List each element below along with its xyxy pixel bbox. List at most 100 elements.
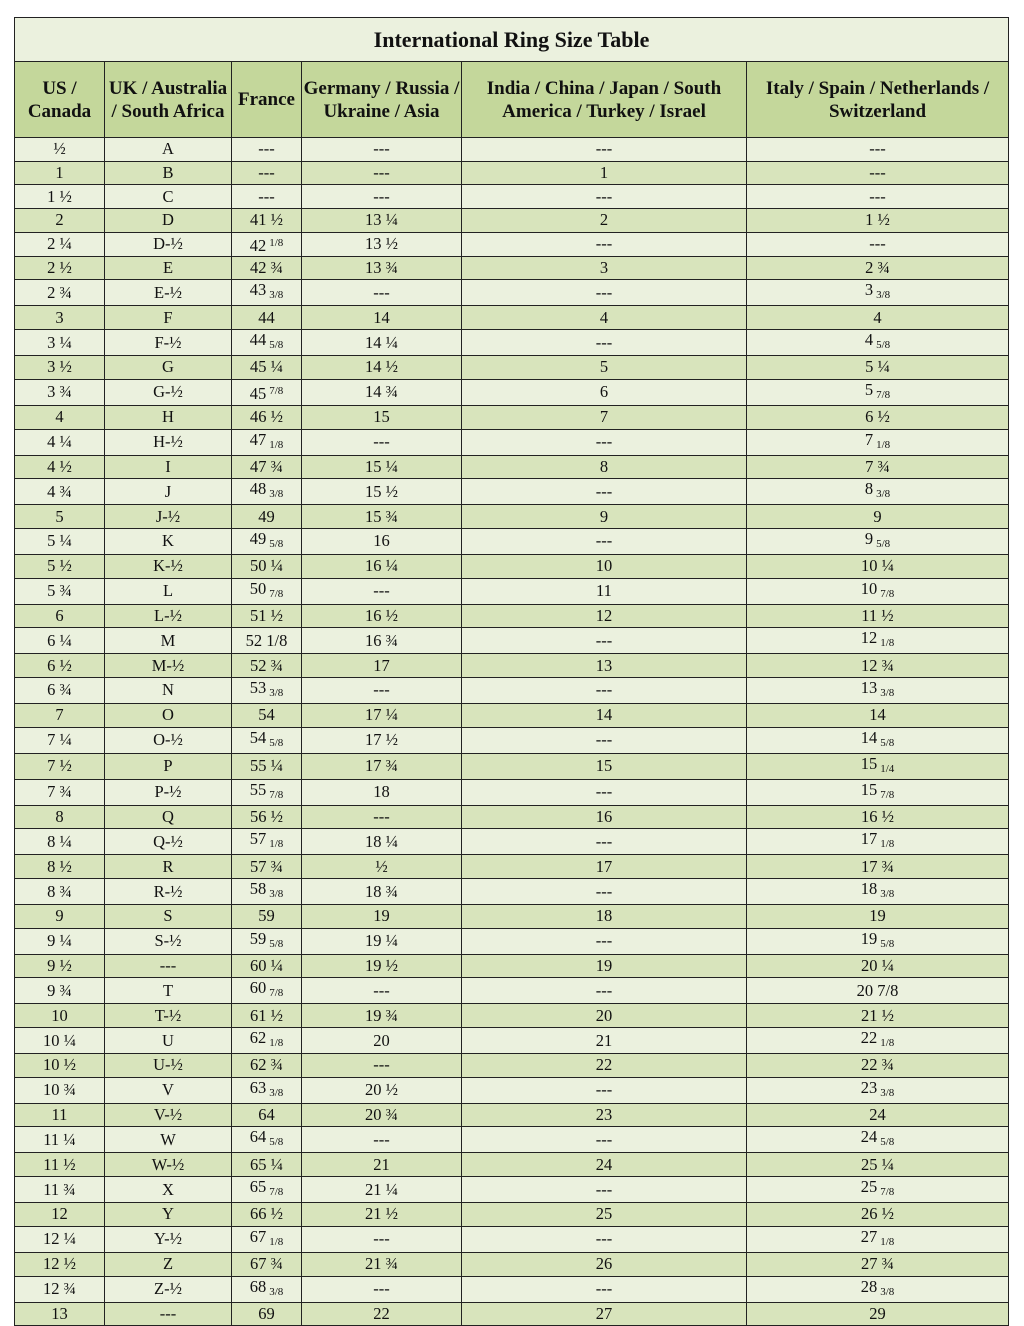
cell-uk-australia-south-africa: L xyxy=(104,577,232,605)
cell-france: 56 ½ xyxy=(231,804,302,830)
cell-germany-russia-ukraine-asia: --- xyxy=(301,977,462,1005)
cell-india-china-japan-south-america-turkey-israel: --- xyxy=(461,137,747,162)
cell-uk-australia-south-africa: F-½ xyxy=(104,329,232,357)
table-row: 9 ¾ T 60 7/8 --- --- 20 7/8 xyxy=(14,977,1009,1005)
cell-india-china-japan-south-america-turkey-israel: --- xyxy=(461,927,747,955)
cell-us-canada: 6 ¾ xyxy=(14,676,105,704)
size-whole: 19 xyxy=(860,928,878,948)
cell-us-canada: 6 ¼ xyxy=(14,627,105,655)
size-whole: 15 xyxy=(860,753,878,773)
cell-us-canada: 1 ½ xyxy=(14,184,105,210)
cell-italy-spain-netherlands-switzerland: 8 3/8 xyxy=(746,478,1009,506)
cell-france: 67 1/8 xyxy=(231,1225,302,1253)
cell-uk-australia-south-africa: M-½ xyxy=(104,653,232,678)
cell-us-canada: 9 ¼ xyxy=(14,927,105,955)
cell-italy-spain-netherlands-switzerland: 20 ¼ xyxy=(746,953,1009,979)
table-row: 12 Y 66 ½ 21 ½ 25 26 ½ xyxy=(14,1202,1009,1227)
cell-uk-australia-south-africa: U-½ xyxy=(104,1053,232,1078)
cell-italy-spain-netherlands-switzerland: 4 xyxy=(746,305,1009,331)
table-row: 8 Q 56 ½ --- 16 16 ½ xyxy=(14,804,1009,830)
table-row: 10 T-½ 61 ½ 19 ¾ 20 21 ½ xyxy=(14,1003,1009,1029)
size-fraction: 1/8 xyxy=(880,838,895,851)
cell-france: 55 7/8 xyxy=(231,778,302,806)
cell-india-china-japan-south-america-turkey-israel: --- xyxy=(461,676,747,704)
cell-india-china-japan-south-america-turkey-israel: 12 xyxy=(461,603,747,629)
cell-france: --- xyxy=(231,184,302,210)
cell-france: 47 ¾ xyxy=(231,454,302,480)
size-fraction: 1/8 xyxy=(876,438,891,451)
size-fraction: 5/8 xyxy=(880,937,895,950)
cell-uk-australia-south-africa: P xyxy=(104,752,232,780)
cell-france: 50 ¼ xyxy=(231,553,302,579)
table-row: 3 F 44 14 4 4 xyxy=(14,305,1009,331)
cell-italy-spain-netherlands-switzerland: --- xyxy=(746,184,1009,210)
cell-france: 42 1/8 xyxy=(231,231,302,257)
cell-france: 51 ½ xyxy=(231,603,302,629)
size-whole: 14 xyxy=(860,727,878,747)
table-row: 5 ½ K-½ 50 ¼ 16 ¼ 10 10 ¼ xyxy=(14,553,1009,579)
size-fraction: 1/8 xyxy=(269,236,284,249)
cell-germany-russia-ukraine-asia: 21 xyxy=(301,1152,462,1178)
cell-india-china-japan-south-america-turkey-israel: 16 xyxy=(461,804,747,830)
cell-uk-australia-south-africa: E-½ xyxy=(104,279,232,307)
cell-uk-australia-south-africa: Z xyxy=(104,1251,232,1277)
cell-us-canada: 3 xyxy=(14,305,105,331)
cell-us-canada: 3 ¾ xyxy=(14,378,105,406)
cell-us-canada: 8 xyxy=(14,804,105,830)
cell-india-china-japan-south-america-turkey-israel: --- xyxy=(461,184,747,210)
cell-uk-australia-south-africa: F xyxy=(104,305,232,331)
cell-india-china-japan-south-america-turkey-israel: 27 xyxy=(461,1301,747,1326)
size-whole: 58 xyxy=(249,879,267,899)
cell-india-china-japan-south-america-turkey-israel: --- xyxy=(461,1176,747,1204)
table-row: 13 --- 69 22 27 29 xyxy=(14,1301,1009,1326)
cell-germany-russia-ukraine-asia: --- xyxy=(301,279,462,307)
cell-india-china-japan-south-america-turkey-israel: --- xyxy=(461,478,747,506)
table-row: 7 ½ P 55 ¼ 17 ¾ 15 15 1/4 xyxy=(14,752,1009,780)
size-fraction: 5/8 xyxy=(269,537,284,550)
cell-france: --- xyxy=(231,137,302,162)
table-row: 12 ¼ Y-½ 67 1/8 --- --- 27 1/8 xyxy=(14,1225,1009,1253)
cell-germany-russia-ukraine-asia: ½ xyxy=(301,854,462,879)
cell-france: 67 ¾ xyxy=(231,1251,302,1277)
cell-france: 50 7/8 xyxy=(231,577,302,605)
cell-france: --- xyxy=(231,160,302,186)
cell-uk-australia-south-africa: G-½ xyxy=(104,378,232,406)
size-whole: 44 xyxy=(249,330,267,350)
cell-uk-australia-south-africa: T xyxy=(104,977,232,1005)
size-whole: 64 xyxy=(249,1127,267,1147)
cell-germany-russia-ukraine-asia: --- xyxy=(301,577,462,605)
cell-italy-spain-netherlands-switzerland: 25 ¼ xyxy=(746,1152,1009,1178)
size-fraction: 5/8 xyxy=(269,339,284,352)
cell-france: 64 xyxy=(231,1102,302,1128)
size-fraction: 1/8 xyxy=(269,1235,284,1248)
size-whole: 17 xyxy=(860,829,878,849)
cell-germany-russia-ukraine-asia: 19 xyxy=(301,904,462,929)
size-whole: 23 xyxy=(860,1077,878,1097)
size-fraction: 5/8 xyxy=(269,1136,284,1149)
cell-germany-russia-ukraine-asia: --- xyxy=(301,160,462,186)
cell-us-canada: 11 ¾ xyxy=(14,1176,105,1204)
cell-us-canada: 6 xyxy=(14,603,105,629)
size-fraction: 7/8 xyxy=(269,587,284,600)
cell-india-china-japan-south-america-turkey-israel: 10 xyxy=(461,553,747,579)
cell-germany-russia-ukraine-asia: --- xyxy=(301,1053,462,1078)
cell-india-china-japan-south-america-turkey-israel: --- xyxy=(461,878,747,905)
cell-france: 64 5/8 xyxy=(231,1126,302,1154)
size-whole: 7 xyxy=(864,429,874,449)
size-fraction: 3/8 xyxy=(876,289,891,302)
cell-us-canada: 3 ½ xyxy=(14,355,105,380)
cell-germany-russia-ukraine-asia: 14 xyxy=(301,305,462,331)
cell-us-canada: 10 ½ xyxy=(14,1053,105,1078)
table-row: 4 H 46 ½ 15 7 6 ½ xyxy=(14,404,1009,430)
column-header-uk-australia-south-africa: UK / Australia / South Africa xyxy=(104,61,232,138)
cell-germany-russia-ukraine-asia: 15 ½ xyxy=(301,478,462,506)
cell-india-china-japan-south-america-turkey-israel: --- xyxy=(461,329,747,357)
cell-italy-spain-netherlands-switzerland: 10 7/8 xyxy=(746,577,1009,605)
cell-uk-australia-south-africa: C xyxy=(104,184,232,210)
cell-italy-spain-netherlands-switzerland: 25 7/8 xyxy=(746,1176,1009,1204)
cell-germany-russia-ukraine-asia: 15 ¾ xyxy=(301,504,462,529)
cell-us-canada: 5 xyxy=(14,504,105,529)
cell-italy-spain-netherlands-switzerland: 5 7/8 xyxy=(746,378,1009,406)
cell-uk-australia-south-africa: E xyxy=(104,255,232,281)
